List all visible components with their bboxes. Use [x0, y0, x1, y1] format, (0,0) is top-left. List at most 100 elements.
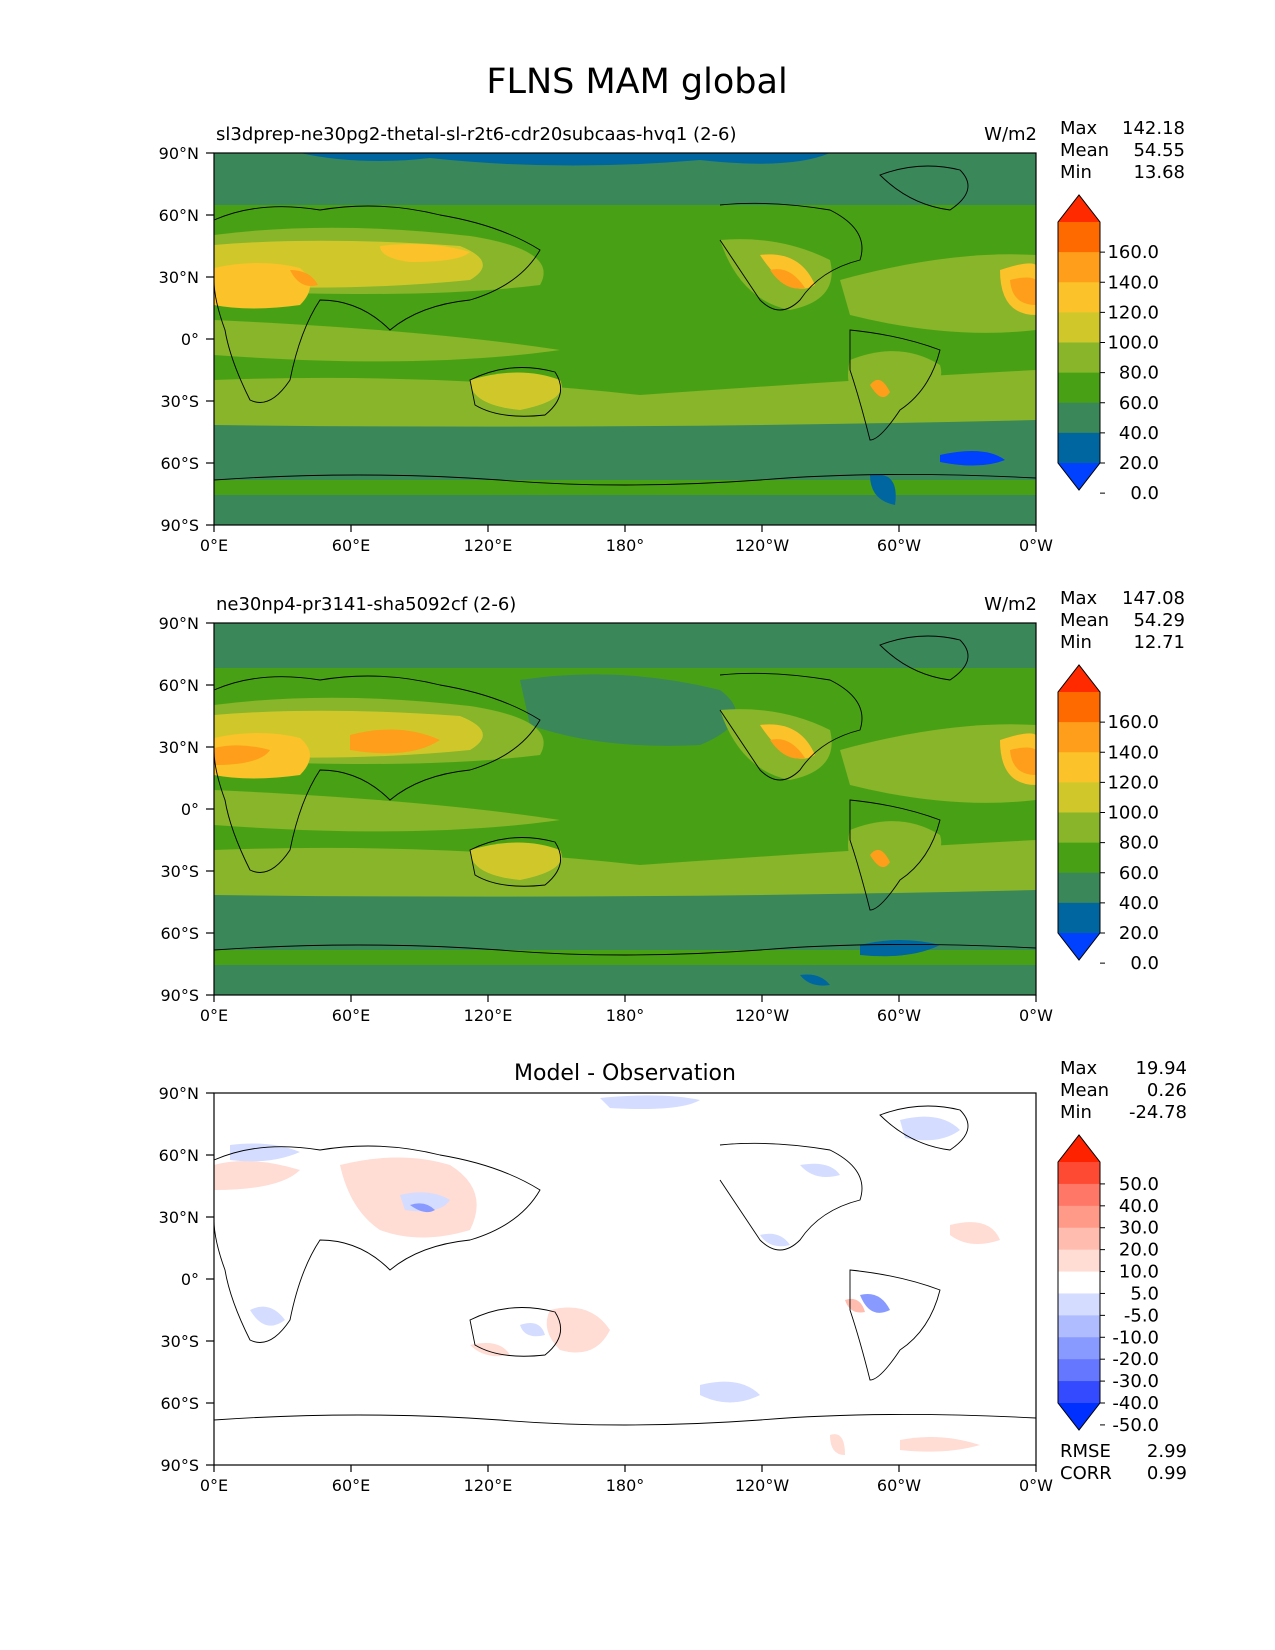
lat-tick-label: 60°S: [160, 1394, 199, 1413]
lat-tick-label: 60°S: [160, 454, 199, 473]
metric-label-rmse: RMSE: [1060, 1441, 1111, 1462]
lon-tick-label: 180°: [606, 1006, 645, 1025]
lat-tick-label: 90°N: [159, 1084, 199, 1103]
stat-label-min: Min: [1060, 1102, 1092, 1123]
colorbar-tick-label: 20.0: [1119, 923, 1159, 944]
colorbar-tick-label: 100.0: [1107, 333, 1159, 354]
colorbar-swatch: [1058, 402, 1100, 434]
panel-difference: Model - Observation: [159, 1058, 1187, 1495]
lat-tick-label: 30°S: [160, 1332, 199, 1351]
lon-tick-label: 180°: [606, 536, 645, 555]
units-label: W/m2: [984, 124, 1037, 145]
colorbar-swatch: [1058, 372, 1100, 404]
colorbar-tick-label: 100.0: [1107, 803, 1159, 824]
stat-label-max: Max: [1060, 1058, 1098, 1079]
stat-value-mean: 54.55: [1133, 140, 1185, 161]
colorbar-tick-label: 80.0: [1119, 363, 1159, 384]
colorbar-tick-label: 80.0: [1119, 833, 1159, 854]
colorbar-swatch: [1058, 752, 1100, 783]
metric-value-rmse: 2.99: [1147, 1441, 1187, 1462]
lon-tick-label: 120°E: [464, 1476, 513, 1495]
colorbar-tick-label: -5.0: [1124, 1305, 1159, 1326]
colorbar-swatch: [1058, 432, 1100, 464]
colorbar-swatch: [1058, 1337, 1100, 1360]
colorbar: 160.0 140.0 120.0 100.0 80.0 60.0 40.0 20.0 0.0: [1057, 194, 1159, 504]
stat-value-mean: 54.29: [1133, 610, 1185, 631]
colorbar-swatch: [1058, 342, 1100, 374]
stat-label-max: Max: [1060, 588, 1098, 609]
lon-tick-label: 180°: [606, 1476, 645, 1495]
panel-title: ne30np4-pr3141-sha5092cf (2-6): [216, 594, 516, 615]
colorbar-tick-label: 140.0: [1107, 742, 1159, 763]
map-difference: [214, 1093, 1036, 1465]
colorbar-swatch: [1058, 1183, 1100, 1207]
colorbar-swatch: [1058, 872, 1100, 904]
lat-tick-label: 0°: [181, 1270, 199, 1289]
lat-tick-label: 0°: [181, 800, 199, 819]
colorbar-extend-min: [1058, 933, 1100, 960]
metric-value-corr: 0.99: [1147, 1463, 1187, 1484]
colorbar-tick-label: -50.0: [1112, 1415, 1159, 1436]
colorbar-tick-label: 40.0: [1119, 423, 1159, 444]
colorbar-swatch: [1058, 812, 1100, 844]
lat-tick-label: 90°S: [160, 986, 199, 1005]
lat-tick-label: 90°S: [160, 516, 199, 535]
lon-tick-label: 60°E: [332, 1006, 370, 1025]
units-label: W/m2: [984, 594, 1037, 615]
colorbar-swatch: [1058, 1315, 1100, 1338]
colorbar-tick-label: 30.0: [1119, 1218, 1159, 1239]
lon-tick-label: 0°E: [200, 1476, 228, 1495]
panel-test-model: sl3dprep-ne30pg2-thetal-sl-r2t6-cdr20sub…: [159, 118, 1185, 555]
stat-label-max: Max: [1060, 118, 1098, 139]
stats-box: Max 19.94 Mean 0.26 Min -24.78: [1060, 1058, 1187, 1123]
colorbar-tick-label: 0.0: [1130, 953, 1159, 974]
lon-tick-label: 120°E: [464, 1006, 513, 1025]
stat-value-max: 19.94: [1135, 1058, 1187, 1079]
lat-tick-label: 90°N: [159, 144, 199, 163]
lon-tick-label: 60°W: [877, 536, 921, 555]
lat-tick-label: 30°N: [159, 1208, 199, 1227]
colorbar-tick-label: 60.0: [1119, 863, 1159, 884]
colorbar-tick-label: 0.0: [1130, 483, 1159, 504]
stats-box: Max 142.18 Mean 54.55 Min 13.68: [1060, 118, 1185, 183]
colorbar-tick-label: 40.0: [1119, 1196, 1159, 1217]
lon-tick-label: 120°W: [735, 1476, 790, 1495]
lat-tick-label: 60°N: [159, 676, 199, 695]
colorbar-swatch: [1058, 312, 1100, 343]
colorbar-tick-label: -30.0: [1112, 1371, 1159, 1392]
lon-tick-label: 0°E: [200, 1006, 228, 1025]
stat-value-min: 12.71: [1133, 632, 1185, 653]
lat-tick-label: 30°S: [160, 392, 199, 411]
colorbar-swatch: [1058, 1162, 1100, 1185]
stat-value-min: 13.68: [1133, 162, 1185, 183]
colorbar-tick-label: 10.0: [1119, 1262, 1159, 1283]
lat-tick-label: 0°: [181, 330, 199, 349]
lat-tick-label: 30°N: [159, 738, 199, 757]
lon-tick-label: 120°E: [464, 536, 513, 555]
lon-tick-label: 60°E: [332, 536, 370, 555]
colorbar-swatch: [1058, 222, 1100, 253]
colorbar-tick-label: 60.0: [1119, 393, 1159, 414]
stat-value-min: -24.78: [1129, 1102, 1187, 1123]
colorbar-tick-label: -10.0: [1112, 1327, 1159, 1348]
colorbar-swatch: [1058, 722, 1100, 753]
colorbar-tick-label: -40.0: [1112, 1393, 1159, 1414]
colorbar-swatch: [1058, 1271, 1100, 1294]
colorbar: 160.0 140.0 120.0 100.0 80.0 60.0 40.0 20.0 0.0: [1057, 664, 1159, 974]
lon-tick-label: 60°W: [877, 1006, 921, 1025]
stat-label-mean: Mean: [1060, 140, 1109, 161]
colorbar-extend-max: [1058, 665, 1100, 692]
colorbar-tick-label: 20.0: [1119, 1240, 1159, 1261]
colorbar-extend-max: [1058, 195, 1100, 222]
stat-value-max: 142.18: [1122, 118, 1185, 139]
colorbar-swatch: [1058, 902, 1100, 934]
stats-box: Max 147.08 Mean 54.29 Min 12.71: [1060, 588, 1185, 653]
stat-label-min: Min: [1060, 632, 1092, 653]
panel-title: sl3dprep-ne30pg2-thetal-sl-r2t6-cdr20sub…: [216, 124, 737, 145]
colorbar-tick-label: 160.0: [1107, 712, 1159, 733]
colorbar-swatch: [1058, 842, 1100, 874]
lon-tick-label: 0°W: [1019, 1476, 1053, 1495]
colorbar-swatch: [1058, 692, 1100, 723]
lat-tick-label: 90°N: [159, 614, 199, 633]
colorbar-extend-min: [1058, 1403, 1100, 1430]
